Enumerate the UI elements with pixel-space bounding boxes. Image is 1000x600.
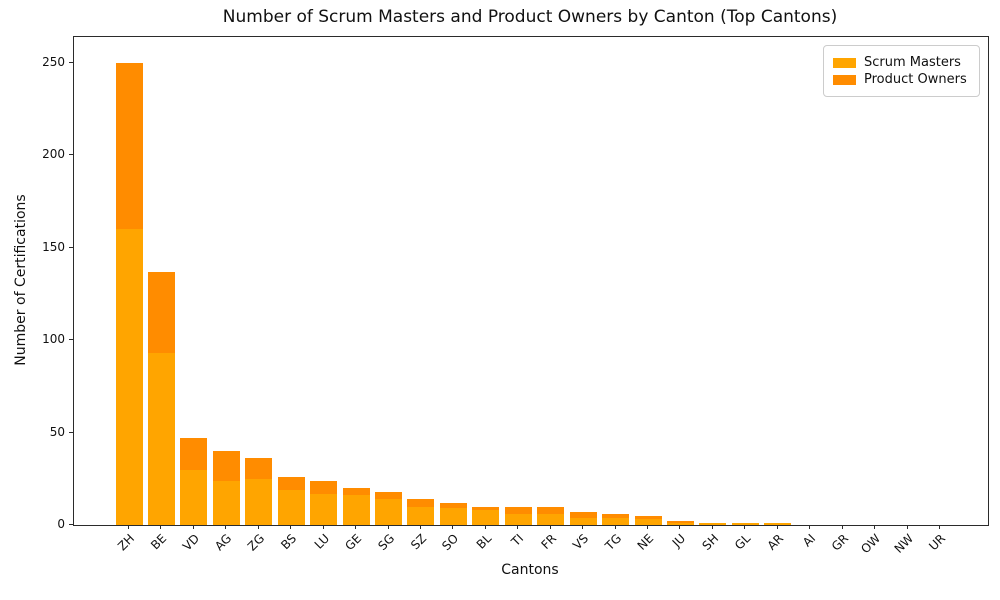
x-tick-UR — [939, 525, 940, 529]
bar-FR-product-owners — [537, 506, 565, 514]
bar-ZG-scrum-masters — [245, 478, 273, 525]
bar-ZG-product-owners — [245, 458, 273, 479]
bar-BE-scrum-masters — [147, 353, 175, 525]
bar-BS-scrum-masters — [277, 489, 305, 525]
bar-SZ-scrum-masters — [407, 506, 435, 525]
chart-title: Number of Scrum Masters and Product Owne… — [222, 7, 838, 27]
bar-VS-scrum-masters — [569, 517, 597, 525]
bar-NE-scrum-masters — [634, 519, 662, 525]
x-tick-SZ — [419, 525, 421, 529]
y-tick-100 — [69, 339, 73, 341]
x-tick-GR — [841, 525, 843, 529]
x-tick-LU — [322, 525, 324, 529]
x-tick-SH — [711, 525, 713, 529]
y-tick-250 — [69, 61, 73, 63]
legend-label: Scrum Masters — [864, 55, 961, 70]
y-tick-200 — [69, 154, 73, 156]
bar-SO-scrum-masters — [439, 508, 467, 525]
bar-LU-scrum-masters — [310, 493, 338, 525]
bar-TG-scrum-masters — [602, 517, 630, 525]
x-tick-ZH — [128, 525, 129, 529]
bar-BL-product-owners — [472, 506, 500, 511]
x-tick-GE — [355, 525, 357, 529]
y-tick-label-150: 150 — [42, 239, 65, 254]
x-tick-AR — [776, 525, 778, 529]
x-tick-AI — [809, 525, 811, 529]
bar-LU-product-owners — [310, 480, 338, 494]
x-tick-ZG — [257, 525, 259, 529]
bar-BS-product-owners — [277, 476, 305, 490]
y-tick-label-50: 50 — [49, 424, 65, 439]
bar-BL-scrum-masters — [472, 510, 500, 525]
x-tick-SO — [452, 525, 454, 529]
bar-SG-product-owners — [375, 491, 403, 500]
x-tick-JU — [679, 525, 681, 529]
x-tick-SG — [387, 525, 389, 529]
bar-FR-scrum-masters — [537, 513, 565, 525]
y-tick-label-250: 250 — [42, 54, 65, 69]
legend-label: Product Owners — [864, 72, 967, 87]
x-tick-BS — [290, 525, 292, 529]
bar-NE-product-owners — [634, 515, 662, 520]
x-tick-AG — [225, 525, 227, 529]
x-tick-NE — [647, 525, 649, 529]
bar-TI-scrum-masters — [504, 513, 532, 525]
bar-VD-product-owners — [180, 438, 208, 470]
bar-VS-product-owners — [569, 512, 597, 518]
y-tick-label-0: 0 — [57, 517, 65, 531]
bar-ZH-scrum-masters — [115, 229, 143, 525]
x-tick-OW — [874, 525, 876, 529]
x-tick-BE — [160, 525, 162, 529]
x-tick-TI — [517, 525, 519, 529]
legend-item-product-owners: Product Owners — [833, 72, 969, 87]
bar-TI-product-owners — [504, 506, 532, 514]
bar-AG-scrum-masters — [212, 480, 240, 525]
legend-swatch-icon — [833, 74, 856, 85]
bar-AR-scrum-masters — [764, 523, 792, 525]
bar-GE-scrum-masters — [342, 495, 370, 525]
bar-SG-scrum-masters — [375, 499, 403, 525]
y-tick-150 — [69, 246, 73, 248]
y-tick-label-100: 100 — [42, 332, 65, 347]
bar-ZH-product-owners — [115, 62, 143, 230]
legend: Scrum Masters Product Owners — [823, 45, 980, 97]
bar-GE-product-owners — [342, 488, 370, 496]
y-tick-50 — [69, 431, 73, 433]
bar-TG-product-owners — [602, 513, 630, 518]
legend-swatch-icon — [833, 57, 856, 68]
x-tick-BL — [484, 525, 486, 529]
bar-JU-product-owners — [666, 521, 694, 524]
x-tick-NW — [906, 525, 908, 529]
x-tick-TG — [614, 525, 616, 529]
bar-GL-scrum-masters — [731, 523, 759, 525]
bar-JU-scrum-masters — [666, 523, 694, 525]
bar-BE-product-owners — [147, 271, 175, 354]
bar-SH-scrum-masters — [699, 523, 727, 525]
bar-SZ-product-owners — [407, 499, 435, 507]
x-tick-GL — [744, 525, 746, 529]
y-tick-label-200: 200 — [42, 147, 65, 162]
bar-SO-product-owners — [439, 502, 467, 509]
bar-VD-scrum-masters — [180, 469, 208, 525]
plot-area — [73, 36, 989, 526]
x-tick-VD — [192, 525, 194, 529]
legend-item-scrum-masters: Scrum Masters — [833, 55, 969, 70]
y-tick-0 — [69, 524, 73, 525]
bar-AG-product-owners — [212, 451, 240, 481]
x-axis-label: Cantons — [501, 562, 559, 578]
x-tick-VS — [582, 525, 584, 529]
x-tick-FR — [549, 525, 551, 529]
